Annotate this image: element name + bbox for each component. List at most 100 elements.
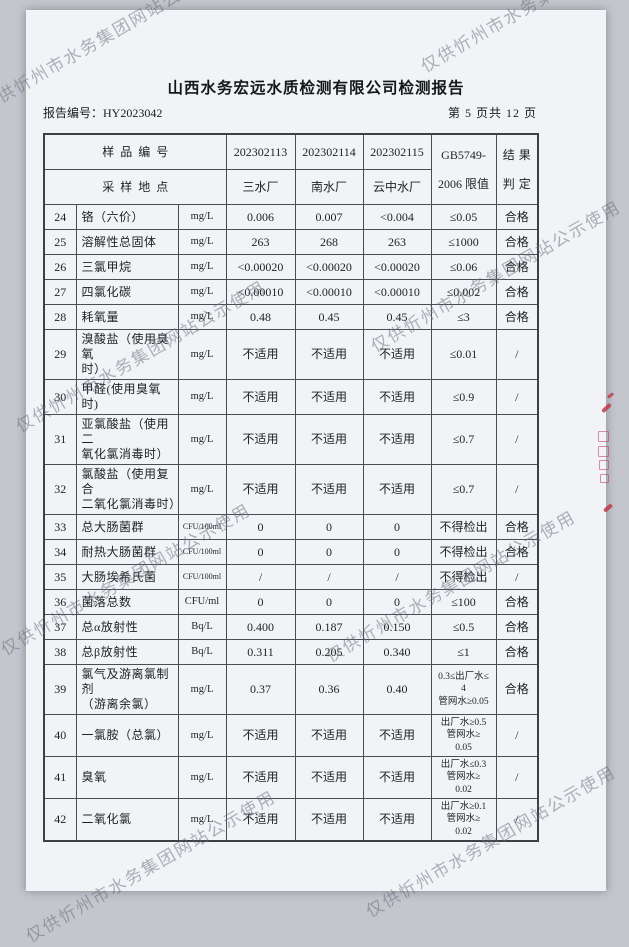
value-cell: 0 (362, 539, 432, 565)
result-cell: 合格 (495, 304, 539, 330)
param-name-cell: 溴酸盐（使用臭氧 时） (75, 329, 179, 380)
row-no-cell: 30 (43, 379, 77, 415)
row-no-cell: 32 (43, 464, 77, 515)
value-cell: 不适用 (362, 464, 432, 515)
param-name-cell: 亚氯酸盐（使用二 氧化氯消毒时） (75, 414, 179, 465)
row-no-cell: 29 (43, 329, 77, 380)
table-row: 35 大肠埃希氏菌 CFU/100ml / / / 不得检出 / (43, 564, 539, 590)
value-cell: 263 (362, 229, 432, 255)
unit-cell: CFU/100ml (177, 539, 227, 565)
sample-id-label-cell: 样品编号 (43, 133, 227, 170)
results-table: 样品编号 202302113 202302114 202302115 GB574… (43, 133, 539, 843)
report-title: 山西水务宏远水质检测有限公司检测报告 (167, 80, 465, 97)
value-cell: / (294, 564, 364, 590)
param-name-cell: 甲醛(使用臭氧时) (75, 379, 179, 415)
limit-cell: 出厂水≥0.1 管网水≥ 0.02 (430, 798, 497, 842)
limit-cell: ≤1000 (430, 229, 497, 255)
table-row: 28 耗氧量 mg/L 0.48 0.45 0.45 ≤3 合格 (43, 304, 539, 330)
row-no-cell: 38 (43, 639, 77, 665)
value-cell: <0.00010 (294, 279, 364, 305)
unit-cell: CFU/ml (177, 589, 227, 615)
value-cell: 不适用 (362, 414, 432, 465)
results-tbody: 24 铬（六价） mg/L 0.006 0.007 <0.004 ≤0.05 合格 25 溶解性总… (43, 204, 539, 842)
value-cell: 不适用 (362, 379, 432, 415)
value-cell: 不适用 (225, 464, 296, 515)
value-cell: 0.150 (362, 614, 432, 640)
limit-header-line2: 2006 限值 (437, 176, 489, 191)
unit-cell: CFU/100ml (177, 514, 227, 540)
limit-cell: ≤0.06 (430, 254, 497, 280)
result-cell: 合格 (495, 279, 539, 305)
row-no-cell: 39 (43, 664, 77, 715)
table-row: 30 甲醛(使用臭氧时) mg/L 不适用 不适用 不适用 ≤0.9/ (43, 379, 539, 415)
value-cell: 0 (362, 589, 432, 615)
row-no-cell: 36 (43, 589, 77, 615)
result-cell: 合格 (495, 204, 539, 230)
seal-edge-mark (606, 392, 615, 399)
unit-cell: mg/L (177, 329, 227, 380)
result-cell: 合格 (495, 539, 539, 565)
table-row: 38 总β放射性 Bq/L 0.311 0.205 0.340 ≤1 合格 (43, 639, 539, 665)
unit-cell: mg/L (177, 279, 227, 305)
seal-edge-mark (598, 446, 609, 457)
table-row: 41 臭氧 mg/L 不适用 不适用 不适用 出厂水≤0.3 管网水≥ 0.02/ (43, 756, 539, 800)
seal-edge-mark (600, 474, 609, 483)
row-no-cell: 40 (43, 713, 77, 758)
table-row: 33 总大肠菌群 CFU/100ml 0 0 0 不得检出 合格 (43, 514, 539, 540)
row-no-cell: 34 (43, 539, 77, 565)
limit-cell: ≤0.002 (430, 279, 497, 305)
value-cell: 0 (225, 539, 296, 565)
param-name-cell: 氯酸盐（使用复合 二氧化氯消毒时） (75, 464, 179, 515)
param-name-cell: 二氧化氯 (75, 798, 179, 842)
value-cell: 不适用 (294, 798, 364, 842)
table-row: 39 氯气及游离氯制剂 （游离余氯） mg/L 0.37 0.36 0.40 0.3≤出厂水≤… (43, 664, 539, 715)
param-name-cell: 菌落总数 (75, 589, 179, 615)
unit-cell: Bq/L (177, 614, 227, 640)
unit-cell: mg/L (177, 304, 227, 330)
table-row: 24 铬（六价） mg/L 0.006 0.007 <0.004 ≤0.05 合格 (43, 204, 539, 230)
row-no-cell: 35 (43, 564, 77, 590)
location-label-cell: 采样地点 (43, 169, 227, 205)
page-indicator: 第 5 页共 12 页 (447, 106, 537, 120)
limit-cell: 0.3≤出厂水≤ 4 管网水≥0.05 (430, 664, 497, 715)
limit-cell: ≤0.7 (430, 414, 497, 465)
value-cell: 0.007 (294, 204, 364, 230)
table-row: 31 亚氯酸盐（使用二 氧化氯消毒时） mg/L 不适用 不适用 不适用 ≤0.7/ (43, 414, 539, 465)
limit-cell: ≤0.01 (430, 329, 497, 380)
value-cell: 0 (294, 539, 364, 565)
result-header-cell: 结果 判定 (495, 133, 539, 205)
row-no-cell: 37 (43, 614, 77, 640)
results-table-header: 样品编号 202302113 202302114 202302115 GB574… (43, 133, 539, 205)
row-no-cell: 42 (43, 798, 77, 842)
limit-cell: ≤100 (430, 589, 497, 615)
limit-cell: 出厂水≤0.3 管网水≥ 0.02 (430, 756, 497, 800)
value-cell: 0.311 (225, 639, 296, 665)
value-cell: 不适用 (225, 379, 296, 415)
param-name-cell: 三氯甲烷 (75, 254, 179, 280)
limit-header-line1: GB5749- (441, 147, 486, 162)
value-cell: / (362, 564, 432, 590)
result-cell: 合格 (495, 664, 539, 715)
value-cell: 不适用 (294, 329, 364, 380)
result-cell: / (495, 798, 539, 842)
row-no-cell: 41 (43, 756, 77, 800)
result-cell: 合格 (495, 229, 539, 255)
limit-cell: ≤3 (430, 304, 497, 330)
value-cell: 不适用 (362, 798, 432, 842)
unit-cell: mg/L (177, 414, 227, 465)
unit-cell: CFU/100ml (177, 564, 227, 590)
location-cell: 南水厂 (294, 169, 364, 205)
value-cell: 不适用 (362, 756, 432, 800)
value-cell: <0.00020 (362, 254, 432, 280)
value-cell: 0.36 (294, 664, 364, 715)
table-row: 32 氯酸盐（使用复合 二氧化氯消毒时） mg/L 不适用 不适用 不适用 ≤0.7/ (43, 464, 539, 515)
param-name-cell: 总β放射性 (75, 639, 179, 665)
unit-cell: mg/L (177, 664, 227, 715)
result-cell: / (495, 329, 539, 380)
param-name-cell: 大肠埃希氏菌 (75, 564, 179, 590)
value-cell: 0.006 (225, 204, 296, 230)
param-name-cell: 总α放射性 (75, 614, 179, 640)
value-cell: 263 (225, 229, 296, 255)
value-cell: 0.45 (294, 304, 364, 330)
limit-cell: 不得检出 (430, 514, 497, 540)
